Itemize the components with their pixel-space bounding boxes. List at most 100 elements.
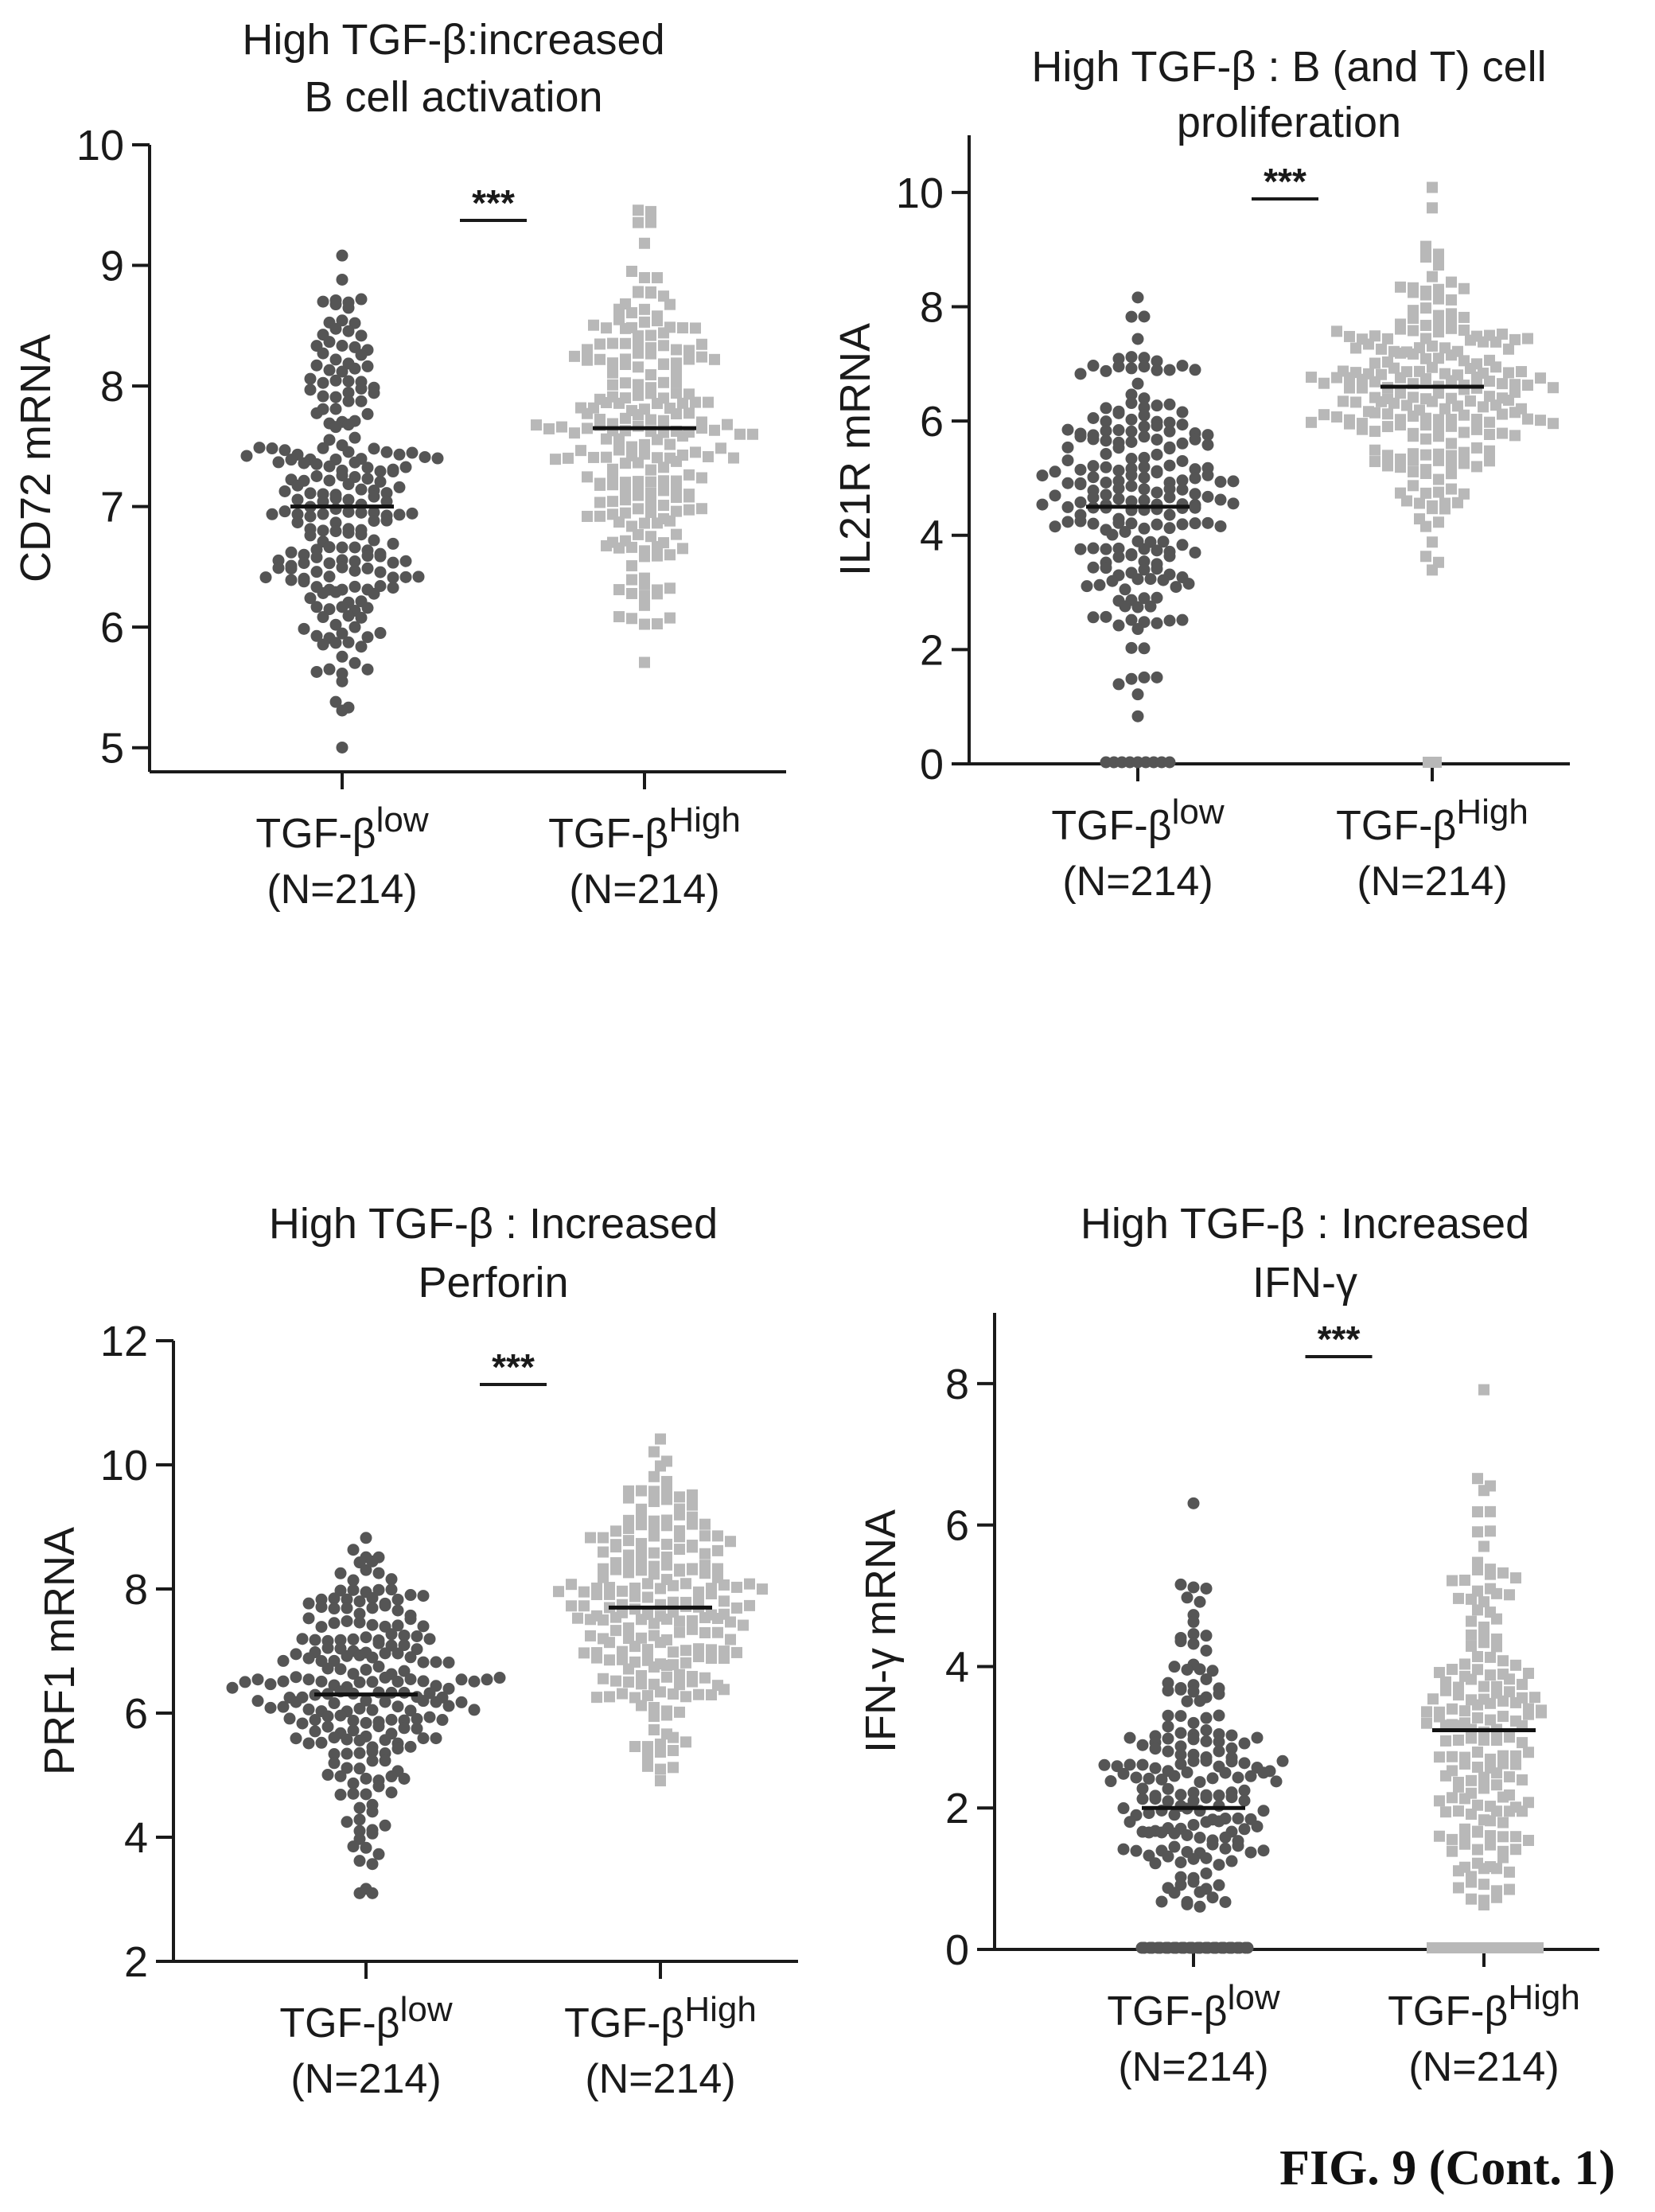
data-point-low <box>1061 500 1074 513</box>
data-point-high <box>687 1518 698 1530</box>
data-point-high <box>648 1711 660 1723</box>
data-point-high <box>642 1644 653 1656</box>
chart-title-line: B cell activation <box>304 73 602 121</box>
data-point-low <box>1213 1789 1225 1802</box>
data-point-low <box>329 525 342 538</box>
data-point-high <box>607 479 618 491</box>
data-point-low <box>1213 1815 1225 1828</box>
data-point-low <box>1232 1812 1244 1825</box>
data-point-low <box>342 636 355 648</box>
data-point-low <box>278 485 291 497</box>
data-point-high <box>683 491 695 503</box>
data-point-high <box>655 1686 666 1698</box>
data-point-high <box>1408 430 1419 442</box>
data-point-low <box>366 1754 379 1767</box>
data-point-high <box>598 1571 609 1583</box>
data-point-low <box>366 1676 379 1688</box>
data-point-high <box>671 528 682 540</box>
x-tick-label: TGF-βlow <box>1051 793 1224 849</box>
data-point-high <box>582 423 593 434</box>
data-point-low <box>455 1673 468 1686</box>
chart-title-line: proliferation <box>1177 99 1401 146</box>
data-point-high <box>633 379 644 391</box>
data-point-low <box>309 1634 321 1646</box>
data-point-low <box>310 601 323 613</box>
data-point-low <box>1136 1793 1149 1805</box>
data-point-high <box>712 1612 723 1624</box>
data-point-low <box>361 461 374 474</box>
data-point-high <box>1459 1828 1470 1840</box>
data-point-low <box>385 1628 398 1641</box>
data-point-low <box>1201 438 1214 451</box>
data-point-low <box>1225 1941 1238 1954</box>
data-point-low <box>328 1697 341 1710</box>
data-point-high <box>1408 325 1419 337</box>
data-point-low <box>315 1736 328 1749</box>
data-point-high <box>1434 1666 1445 1678</box>
data-point-high <box>1433 326 1444 338</box>
data-point-low <box>1241 1941 1254 1954</box>
data-point-high <box>636 1519 647 1531</box>
data-point-low <box>334 1634 347 1646</box>
data-point-high <box>1497 408 1508 420</box>
y-tick-label: 8 <box>945 1361 969 1408</box>
data-point-low <box>1123 1758 1136 1771</box>
data-point-low <box>1149 1857 1162 1870</box>
data-point-low <box>1174 1748 1187 1761</box>
data-point-high <box>1459 1658 1470 1670</box>
data-point-low <box>323 364 336 376</box>
data-point-high <box>550 454 561 465</box>
data-point-high <box>639 303 650 315</box>
data-point-low <box>1087 542 1100 555</box>
data-point-high <box>706 1644 717 1656</box>
data-point-high <box>690 446 701 458</box>
data-point-low <box>336 249 349 262</box>
data-point-high <box>601 539 612 551</box>
data-point-high <box>1471 423 1482 435</box>
data-point-low <box>1138 483 1151 496</box>
data-point-low <box>1276 1754 1289 1767</box>
data-point-low <box>1200 1754 1213 1767</box>
data-point-high <box>1434 1711 1445 1723</box>
data-point-low <box>1151 399 1163 412</box>
data-point-low <box>404 1673 417 1685</box>
data-point-low <box>360 1788 372 1801</box>
data-point-high <box>652 517 663 529</box>
data-point-high <box>1472 1604 1483 1616</box>
data-point-high <box>1427 395 1438 407</box>
data-point-high <box>1472 1747 1483 1758</box>
data-point-low <box>291 493 304 506</box>
data-point-low <box>379 1696 391 1708</box>
y-tick-label: 5 <box>100 725 124 773</box>
data-point-low <box>329 353 342 366</box>
data-point-high <box>1466 1629 1477 1641</box>
data-point-low <box>251 1695 264 1708</box>
data-point-low <box>1151 563 1163 575</box>
y-axis-label: PRF1 mRNA <box>36 1527 84 1775</box>
data-point-high <box>1420 240 1431 252</box>
data-point-low <box>1163 459 1176 472</box>
data-point-high <box>1318 377 1330 389</box>
data-point-low <box>1201 429 1214 442</box>
data-point-low <box>1151 617 1163 629</box>
data-point-high <box>633 503 644 515</box>
data-point-low <box>342 478 355 491</box>
data-point-low <box>336 601 349 613</box>
data-point-high <box>594 338 606 350</box>
data-point-high <box>1453 1882 1464 1894</box>
data-point-high <box>1440 1770 1451 1782</box>
data-point-high <box>1472 1699 1483 1711</box>
data-point-low <box>1168 1827 1181 1840</box>
data-point-high <box>655 1583 666 1595</box>
data-point-low <box>1130 1844 1143 1857</box>
data-point-low <box>1117 1802 1130 1815</box>
data-point-low <box>366 1858 379 1871</box>
data-point-high <box>1369 376 1380 387</box>
data-point-low <box>347 1574 360 1587</box>
data-point-low <box>379 1671 391 1684</box>
data-point-high <box>1491 1735 1502 1747</box>
data-point-high <box>604 1654 615 1666</box>
data-point-low <box>1112 542 1125 555</box>
data-point-low <box>302 1652 315 1665</box>
